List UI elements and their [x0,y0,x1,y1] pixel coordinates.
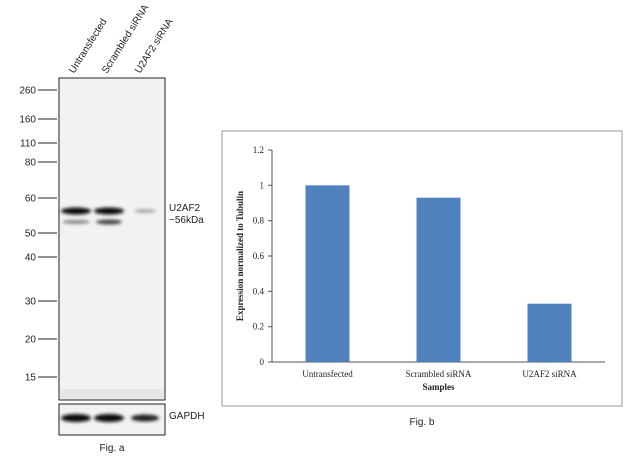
marker-label: 15 [25,373,37,384]
gapdh-bands [61,414,159,422]
caption-b: Fig. b [409,417,434,428]
x-tick-label: U2AF2 siRNA [522,369,577,379]
marker-label: 20 [25,335,37,346]
x-tick-label: Scrambled siRNA [406,369,472,379]
y-tick-label: 1 [260,180,265,190]
blot-shadow [60,389,164,399]
loading-control-label: GAPDH [169,411,205,422]
band-label: U2AF2 [169,203,201,214]
marker-label: 80 [25,158,37,169]
y-tick-label: 0.2 [253,322,264,332]
x-tick-label: Untransfected [302,369,353,379]
blot-membrane [58,77,166,401]
marker-label: 40 [25,253,37,264]
y-tick-label: 0.4 [253,286,265,296]
y-tick-label: 0.6 [253,251,265,261]
blot-bands [61,207,156,225]
y-tick-label: 0 [260,357,265,367]
marker-label: 50 [25,229,37,240]
y-tick-label: 0.8 [253,216,265,226]
marker-label: 260 [19,86,36,97]
bar [305,185,350,362]
marker-label: 160 [19,115,36,126]
marker-label: 30 [25,297,37,308]
bar [416,197,461,362]
bar [527,303,572,362]
band-size: ~56kDa [169,215,204,226]
x-axis-label: Samples [422,382,455,392]
marker-label: 60 [25,194,37,205]
caption-a: Fig. a [99,443,124,454]
y-axis-label: Expression normalized to Tubulin [235,191,245,321]
y-tick-label: 1.2 [253,145,264,155]
marker-label: 110 [20,139,36,150]
